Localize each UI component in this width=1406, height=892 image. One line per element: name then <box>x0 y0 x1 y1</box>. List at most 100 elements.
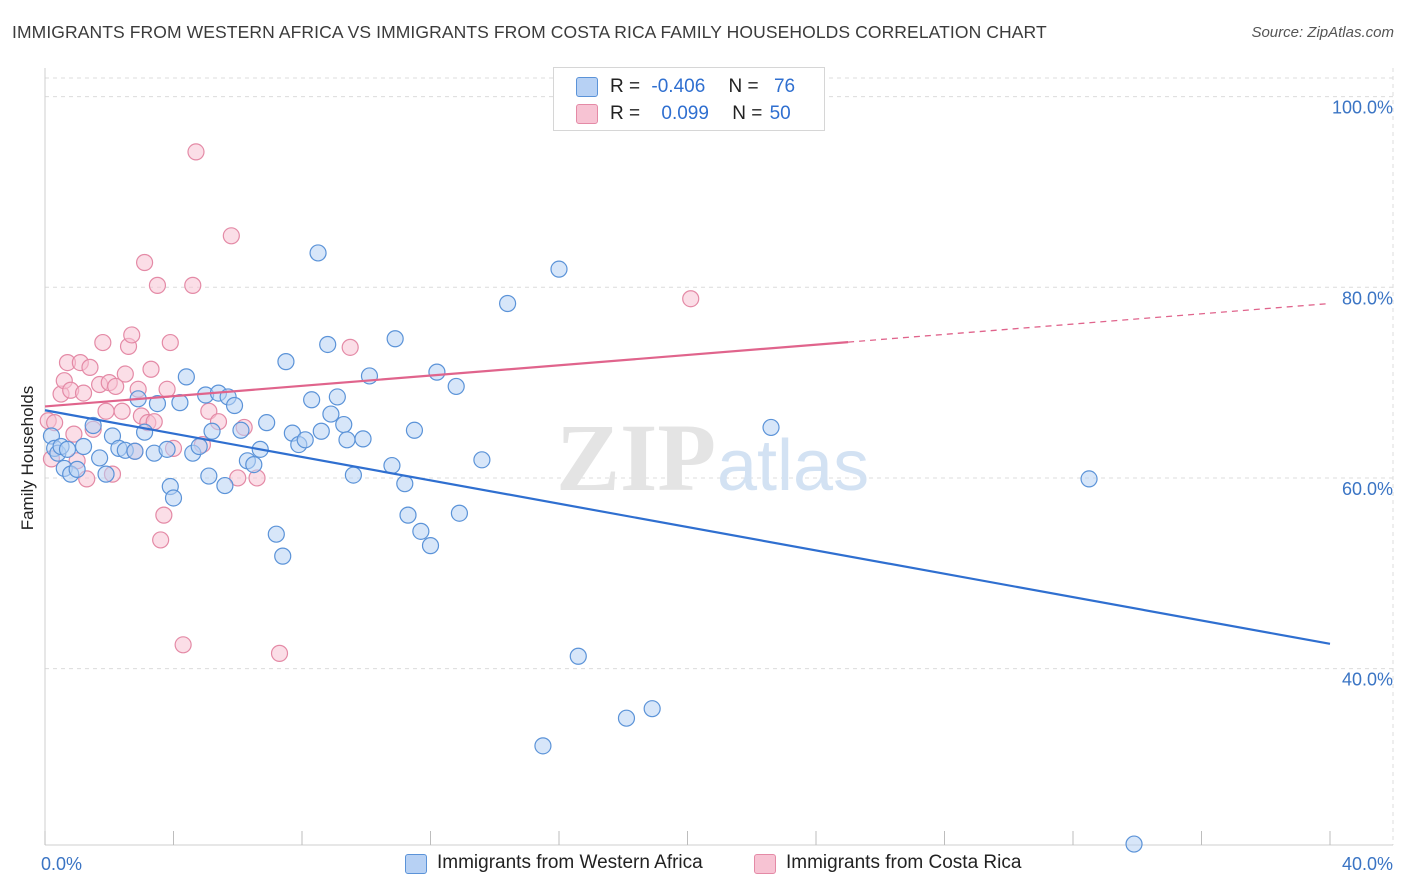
costa-rica-point <box>81 358 99 376</box>
western-africa-point <box>569 647 587 665</box>
western-africa-trend-line <box>44 409 1331 645</box>
western-africa-point <box>203 422 221 440</box>
y-tick-label: 100.0% <box>1332 98 1393 118</box>
costa-rica-point <box>158 380 176 398</box>
x-tick-label: 0.0% <box>41 854 82 874</box>
costa-rica-point <box>341 338 359 356</box>
western-africa-point <box>421 537 440 555</box>
western-africa-point <box>399 506 417 524</box>
western-africa-point <box>473 451 491 469</box>
costa-rica-point <box>123 326 141 344</box>
chart-source: Source: ZipAtlas.com <box>1251 24 1394 41</box>
western-africa-points <box>42 244 1143 853</box>
chart-title: IMMIGRANTS FROM WESTERN AFRICA VS IMMIGR… <box>12 22 1047 42</box>
western-africa-point <box>1080 470 1098 488</box>
western-africa-point <box>296 431 314 449</box>
bottom-legend-swatch-blue <box>405 854 427 874</box>
western-africa-point <box>383 456 401 475</box>
western-africa-point <box>412 522 430 540</box>
legend-r-label: R = <box>610 103 641 124</box>
western-africa-point <box>428 363 446 381</box>
western-africa-point <box>396 475 414 493</box>
costa-rica-point <box>174 636 192 654</box>
western-africa-point <box>309 244 327 262</box>
western-africa-point <box>74 437 93 456</box>
western-africa-point <box>354 430 372 448</box>
bottom-legend-label: Immigrants from Costa Rica <box>786 852 1022 873</box>
western-africa-point <box>97 465 115 483</box>
western-africa-point <box>344 466 362 484</box>
western-africa-point <box>274 547 292 565</box>
western-africa-point <box>534 737 552 755</box>
western-africa-point <box>58 440 77 458</box>
western-africa-point <box>126 442 144 460</box>
western-africa-point <box>335 415 353 434</box>
costa-rica-point <box>135 253 154 272</box>
watermark-zip: ZIP <box>556 404 716 511</box>
correlation-legend: R = -0.406 N = 76 R = 0.099 N = 50 <box>553 67 825 131</box>
western-africa-point <box>303 391 321 409</box>
costa-rica-trend-line <box>44 340 849 408</box>
costa-rica-trend-line-extrapolated <box>848 302 1331 343</box>
costa-rica-point <box>148 276 167 294</box>
western-africa-point <box>164 489 183 507</box>
trend-lines <box>44 302 1331 645</box>
legend-swatch-pink <box>576 104 598 124</box>
costa-rica-point <box>229 469 247 487</box>
legend-n-value: 50 <box>769 103 791 124</box>
y-tick-label: 40.0% <box>1342 670 1393 690</box>
western-africa-point <box>338 431 356 449</box>
western-africa-point <box>232 421 250 439</box>
x-tick-label: 40.0% <box>1342 854 1393 874</box>
costa-rica-point <box>107 377 125 396</box>
western-africa-point <box>190 437 208 456</box>
western-africa-point <box>405 421 424 439</box>
western-africa-point <box>277 353 295 371</box>
costa-rica-point <box>142 360 160 378</box>
costa-rica-point <box>113 402 131 420</box>
costa-rica-point <box>97 402 115 420</box>
western-africa-point <box>158 440 176 458</box>
costa-rica-point <box>682 290 700 308</box>
costa-rica-point <box>152 531 170 549</box>
western-africa-point <box>258 414 276 432</box>
costa-rica-point <box>184 276 202 294</box>
bottom-legend-label: Immigrants from Western Africa <box>437 852 703 873</box>
western-africa-point <box>91 449 109 467</box>
tick-labels: 100.0% 80.0% 60.0% 40.0% 0.0% 40.0% <box>41 98 1393 874</box>
legend-n-value: 76 <box>773 76 796 97</box>
western-africa-point <box>267 525 285 543</box>
western-africa-point <box>762 418 780 437</box>
western-africa-point <box>386 330 404 348</box>
costa-rica-point <box>65 425 83 443</box>
western-africa-point <box>499 294 517 313</box>
western-africa-point <box>447 377 465 396</box>
western-africa-point <box>328 388 346 406</box>
western-africa-point <box>550 260 568 278</box>
western-africa-point <box>177 368 195 386</box>
legend-n-label: N = <box>732 103 763 124</box>
western-africa-point <box>617 709 636 727</box>
legend-r-value: 0.099 <box>661 103 709 124</box>
western-africa-point <box>245 456 263 474</box>
costa-rica-point <box>161 333 179 352</box>
costa-rica-point <box>222 227 240 245</box>
bottom-legend-swatch-pink <box>754 854 776 874</box>
legend-r-label: R = <box>610 76 641 97</box>
costa-rica-point <box>187 143 205 161</box>
y-tick-label: 80.0% <box>1342 288 1393 308</box>
western-africa-point <box>68 460 86 478</box>
costa-rica-point <box>74 384 93 402</box>
watermark-atlas: atlas <box>717 426 869 506</box>
costa-rica-point <box>94 333 112 352</box>
western-africa-point <box>643 700 661 718</box>
western-africa-point <box>216 476 234 495</box>
western-africa-point <box>148 394 167 413</box>
costa-rica-point <box>270 644 289 662</box>
legend-swatch-blue <box>576 77 598 97</box>
costa-rica-point <box>116 365 134 383</box>
western-africa-point <box>312 422 330 440</box>
legend-r-value: -0.406 <box>651 76 706 97</box>
western-africa-point <box>450 504 469 522</box>
